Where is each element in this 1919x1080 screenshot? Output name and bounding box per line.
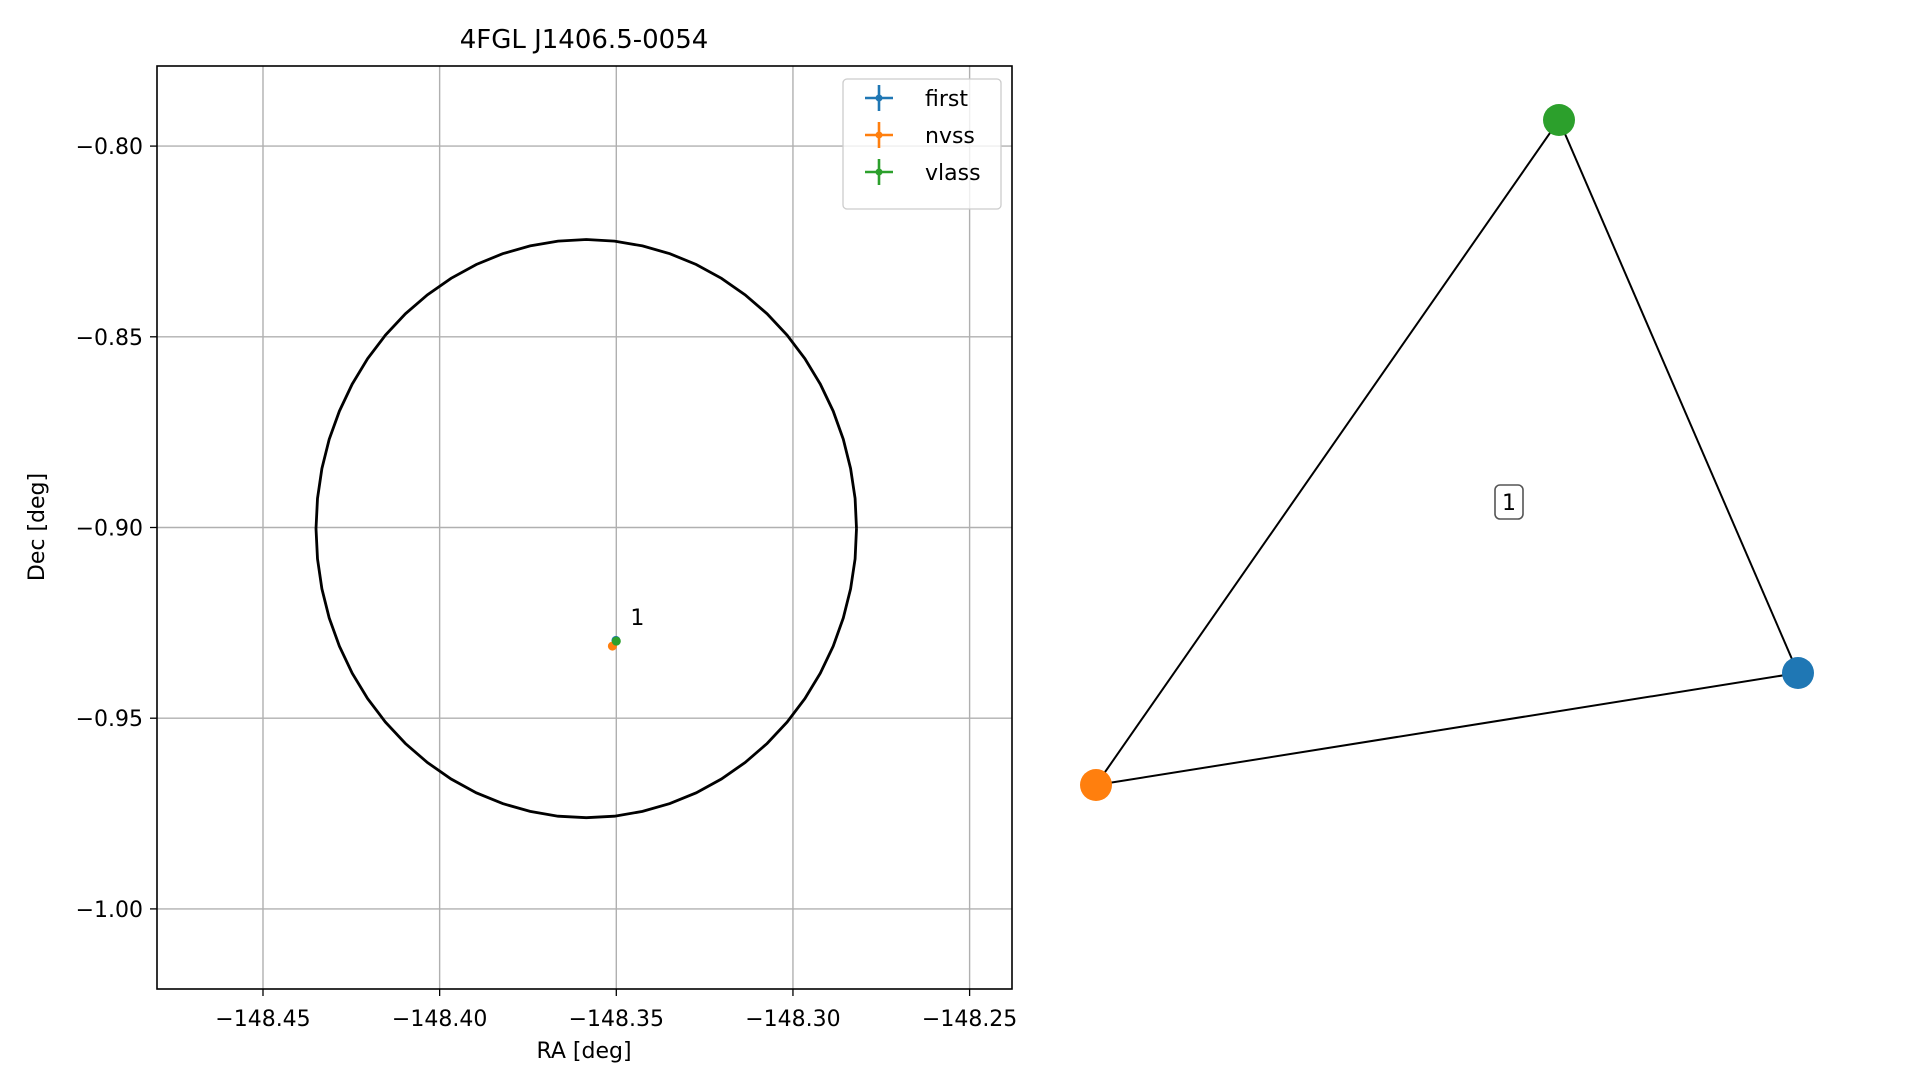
x-tick-label: −148.40	[392, 1007, 487, 1032]
annotations: 1	[630, 606, 644, 631]
legend-item-first: first	[865, 85, 968, 112]
error-ellipse-layer	[314, 238, 858, 820]
node-vlass	[1543, 104, 1575, 136]
x-tick-label: −148.30	[745, 1007, 840, 1032]
y-tick-label: −0.85	[76, 326, 143, 351]
diagram-label-text: 1	[1502, 491, 1516, 516]
legend-label: nvss	[925, 124, 975, 149]
ticks: −148.45 −148.40 −148.35 −148.30 −148.25 −0.80…	[76, 135, 1018, 1032]
legend-box	[842, 78, 1002, 210]
y-tick-label: −0.95	[76, 707, 143, 732]
legend-item-nvss: nvss	[865, 122, 975, 149]
x-tick-label: −148.25	[922, 1007, 1017, 1032]
x-axis-label: RA [deg]	[536, 1039, 631, 1064]
grid	[157, 66, 1012, 989]
point-vlass	[611, 636, 621, 646]
legend-label: first	[925, 87, 968, 112]
legend: first nvss vlass	[842, 78, 1002, 210]
diagram-label-box	[1494, 484, 1524, 520]
edge-vlass-first	[1558, 119, 1799, 674]
y-tick-label: −0.90	[76, 517, 143, 542]
legend-marker-dot	[875, 131, 883, 139]
data-points	[607, 635, 621, 651]
diagram-label: 1	[1494, 484, 1524, 520]
y-tick-label: −0.80	[76, 135, 143, 160]
x-tick-label: −148.35	[569, 1007, 664, 1032]
error-ellipse	[314, 238, 858, 820]
node-first	[1782, 657, 1814, 689]
chart-title: 4FGL J1406.5-0054	[460, 25, 709, 55]
legend-item-vlass: vlass	[865, 159, 981, 186]
legend-marker-dot	[875, 94, 883, 102]
match-diagram: 1	[1080, 104, 1814, 801]
edge-first-nvss	[1095, 672, 1799, 786]
y-tick-label: −1.00	[76, 898, 143, 923]
legend-label: vlass	[925, 161, 981, 186]
legend-marker-dot	[875, 168, 883, 176]
x-tick-label: −148.45	[215, 1007, 310, 1032]
position-chart: 1 −148.45 −148.40 −148.35 −148.30 −148.25 −0.…	[25, 25, 1017, 1064]
edge-nvss-vlass	[1095, 119, 1560, 786]
y-axis-label: Dec [deg]	[25, 473, 50, 581]
node-nvss	[1080, 769, 1112, 801]
point-annotation: 1	[630, 606, 644, 631]
